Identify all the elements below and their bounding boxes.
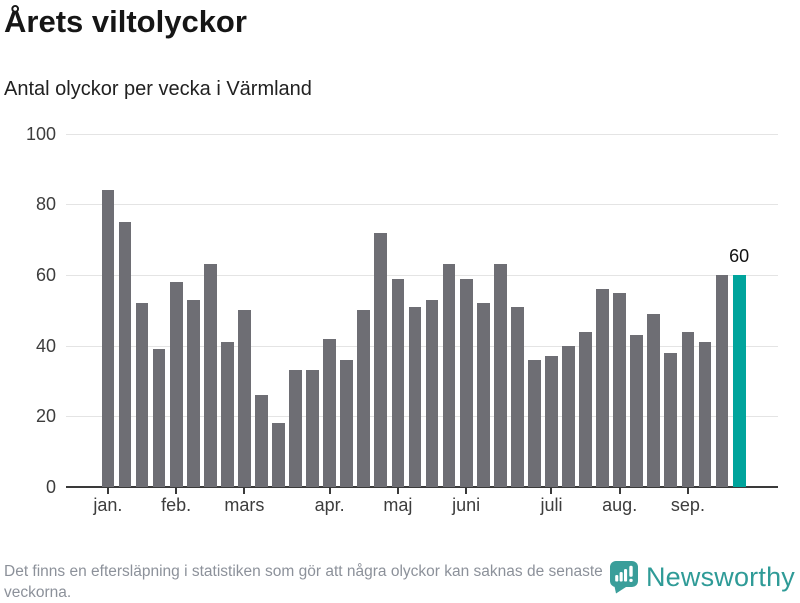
bar-week — [664, 352, 678, 487]
bar-week — [562, 345, 575, 487]
x-axis-month-label: juni — [452, 495, 481, 515]
gridline — [66, 345, 778, 347]
y-axis-tick-label: 100 — [25, 123, 56, 144]
x-axis-month-label: maj — [383, 495, 413, 515]
bar-week — [425, 299, 439, 487]
bar-week — [357, 310, 371, 487]
bar-week — [118, 222, 132, 487]
x-axis-line — [66, 486, 778, 488]
y-axis-tick-label: 80 — [35, 194, 56, 215]
bar-week — [272, 423, 285, 487]
bar-week — [306, 370, 320, 487]
x-axis-tick — [618, 488, 621, 494]
bar-week — [374, 232, 388, 487]
y-axis-tick-label: 0 — [45, 477, 56, 497]
bar-week — [186, 299, 200, 487]
bar-week-highlighted — [732, 275, 746, 487]
bar-week — [647, 313, 661, 487]
x-axis-month-label: mars — [224, 495, 265, 515]
plot-area: 0 20 40 60 80 100 jan. feb. mars apr. maj juni juli a… — [25, 123, 778, 515]
bar-week — [135, 303, 149, 487]
bar-week — [681, 331, 695, 487]
bar-week — [493, 264, 507, 487]
bar-week — [203, 264, 217, 487]
bar-week — [237, 310, 251, 487]
footnote: Det finns en eftersläpning i statistiken… — [4, 563, 603, 601]
y-axis-tick-label: 60 — [35, 265, 56, 285]
bar-week — [101, 190, 115, 487]
x-axis-tick — [550, 488, 553, 494]
bar-week — [698, 342, 712, 487]
x-axis-month-label: feb. — [161, 495, 192, 515]
x-axis-tick — [106, 488, 109, 494]
bar-week — [579, 331, 592, 487]
bar-week — [255, 395, 268, 487]
gridline — [66, 204, 778, 206]
bar-week — [545, 356, 558, 487]
x-axis-tick — [328, 488, 331, 494]
bar-week — [528, 359, 541, 487]
bar-week — [510, 306, 524, 487]
x-axis-tick — [465, 488, 468, 494]
bar-week — [459, 278, 473, 487]
x-axis-month-label: sep. — [670, 495, 705, 515]
bar-week — [340, 359, 354, 487]
gridline — [66, 275, 778, 276]
chart-title: Årets viltolyckor — [4, 4, 247, 39]
x-axis-month-label: jan. — [93, 495, 123, 515]
bar-value-annotation: 60 — [729, 246, 750, 266]
bar-week — [289, 370, 302, 487]
bar-week — [715, 275, 729, 487]
bar-week — [220, 342, 234, 487]
bar-week — [323, 338, 337, 487]
bar-week — [152, 349, 166, 487]
x-axis-tick — [686, 488, 689, 494]
x-axis-month-label: apr. — [314, 495, 345, 515]
bar-week — [169, 282, 183, 487]
bar-week — [442, 264, 456, 487]
newsworthy-logo: Newsworthy — [609, 560, 795, 594]
newsworthy-chart-bubble-icon — [609, 561, 638, 594]
x-axis-tick — [175, 488, 178, 494]
x-axis-month-label: juli — [540, 495, 563, 515]
gridline — [66, 133, 778, 135]
bar-week — [630, 335, 644, 487]
newsworthy-wordmark: Newsworthy — [645, 561, 795, 592]
bar-week — [613, 292, 627, 487]
y-axis-tick-label: 20 — [35, 406, 56, 427]
x-axis-month-label: aug. — [602, 495, 638, 515]
bar-week — [596, 289, 610, 487]
y-axis-tick-label: 40 — [35, 335, 56, 356]
x-axis-tick — [243, 488, 246, 494]
gridline — [66, 416, 778, 418]
x-axis-tick — [396, 488, 399, 494]
bar-week — [391, 278, 405, 487]
bar-week — [476, 303, 490, 487]
bar-week — [408, 306, 422, 487]
chart-subtitle: Antal olyckor per vecka i Värmland — [4, 78, 312, 100]
